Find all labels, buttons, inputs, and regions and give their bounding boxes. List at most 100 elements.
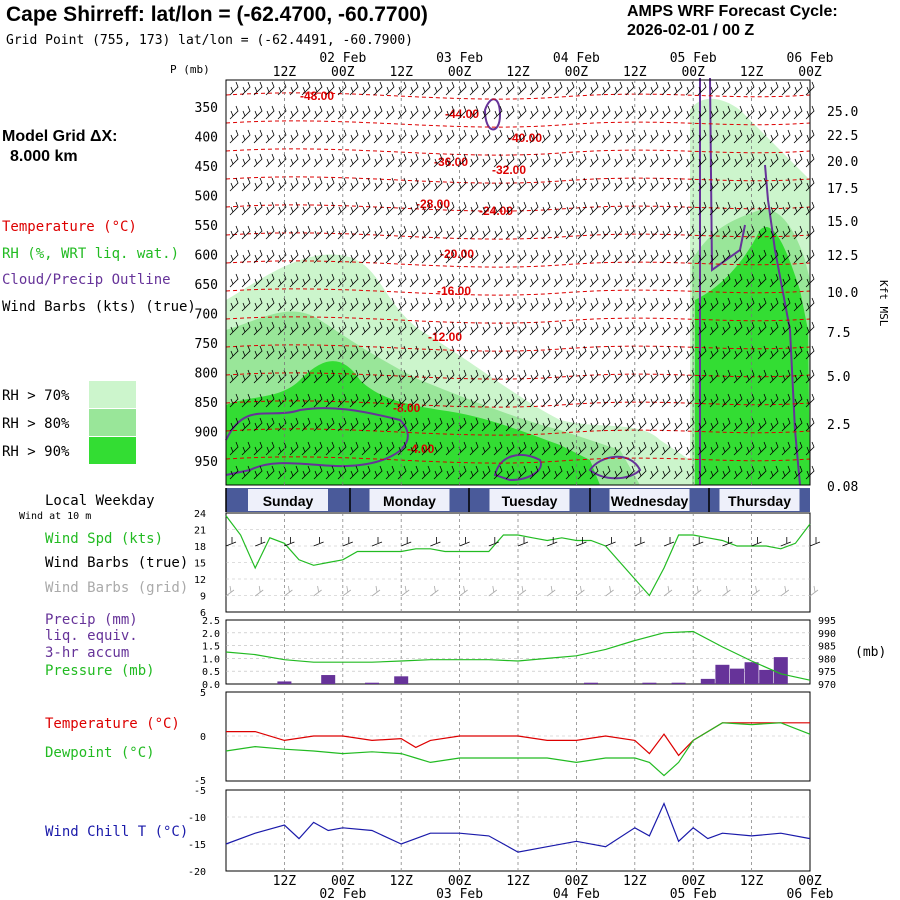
wind-chill-line bbox=[225, 801, 811, 853]
precip-bar bbox=[584, 682, 598, 684]
height-tick-label: 7.5 bbox=[827, 326, 850, 341]
isotherm-label: -40.00 bbox=[508, 131, 542, 145]
wind-speed-line bbox=[225, 515, 811, 597]
time-tick-label-bottom: 00Z bbox=[331, 874, 355, 889]
legend-precip-2: liq. equiv. bbox=[45, 628, 138, 644]
time-tick-label-bottom: 12Z bbox=[389, 874, 413, 889]
height-tick-label: 25.0 bbox=[827, 105, 858, 120]
height-tick-label: 5.0 bbox=[827, 370, 850, 385]
isotherm bbox=[225, 372, 811, 380]
legend-rh: RH (%, WRT liq. wat.) bbox=[2, 246, 179, 262]
wind-barb-grid bbox=[546, 585, 556, 597]
wind-barb-grid bbox=[576, 585, 585, 597]
temperature-tick-label: -5 bbox=[194, 776, 206, 787]
date-tick-label-bottom: 06 Feb bbox=[787, 887, 834, 900]
pressure-tick-label: 650 bbox=[195, 278, 218, 293]
model-grid-value: 8.000 km bbox=[10, 148, 78, 165]
wind-barb-true bbox=[430, 537, 441, 547]
legend-pressure: Pressure (mb) bbox=[45, 663, 155, 679]
time-tick-label: 00Z bbox=[331, 65, 355, 80]
wind-barb-true bbox=[488, 537, 499, 547]
time-tick-label-bottom: 00Z bbox=[681, 874, 705, 889]
wind-tick-label: 9 bbox=[200, 592, 206, 603]
wind-barb-grid bbox=[371, 585, 381, 597]
date-tick-label-bottom: 05 Feb bbox=[670, 887, 717, 900]
height-tick-label: 20.0 bbox=[827, 155, 858, 170]
precip-bar bbox=[773, 657, 788, 684]
precip-tick-label: 2.0 bbox=[202, 629, 220, 640]
date-tick-label-bottom: 02 Feb bbox=[319, 887, 366, 900]
wind-barb-true bbox=[547, 537, 558, 547]
wind-barb-grid bbox=[430, 585, 439, 597]
time-tick-label-bottom: 00Z bbox=[798, 874, 822, 889]
wind-barb-grid bbox=[751, 585, 760, 597]
pressure-tick-label: 700 bbox=[195, 308, 218, 323]
legend-rh90: RH > 90% bbox=[2, 444, 70, 460]
legend-wind-barbs: Wind Barbs (kts) (true) bbox=[2, 299, 196, 315]
legend-precip-3: 3-hr accum bbox=[45, 645, 129, 661]
pressure-tick-label: 400 bbox=[195, 131, 218, 146]
pressure-tick-label: 600 bbox=[195, 249, 218, 264]
isotherm-label: -12.00 bbox=[428, 330, 462, 344]
wind-barb-grid bbox=[342, 585, 352, 597]
pressure-tick-label: 985 bbox=[818, 642, 836, 653]
legend-wind-at: Wind at 10 m bbox=[19, 511, 91, 522]
wind-barb-grid bbox=[400, 585, 410, 597]
weekday-cell-bg bbox=[369, 489, 450, 511]
weekday-cell-bg bbox=[719, 489, 800, 511]
isotherm bbox=[225, 232, 811, 240]
wind-barbs bbox=[229, 81, 815, 480]
precip-bar bbox=[321, 675, 336, 684]
forecast-cycle-title: AMPS WRF Forecast Cycle: bbox=[627, 3, 838, 20]
wind-tick-label: 21 bbox=[194, 526, 206, 537]
time-tick-label: 12Z bbox=[506, 65, 530, 80]
time-tick-label-bottom: 00Z bbox=[565, 874, 589, 889]
wind-barb-true bbox=[342, 537, 353, 547]
cloud-outline-small-2 bbox=[588, 455, 642, 480]
isotherm bbox=[225, 400, 811, 408]
height-tick-label: 2.5 bbox=[827, 418, 850, 433]
isotherm bbox=[225, 120, 811, 128]
wind-barb-grid bbox=[780, 585, 790, 597]
grid-point-label: Grid Point (755, 173) lat/lon = (-62.449… bbox=[6, 33, 413, 48]
pressure-tick-label: 975 bbox=[818, 667, 836, 678]
date-tick-label: 03 Feb bbox=[436, 51, 483, 66]
legend-wind-barbs-grid: Wind Barbs (grid) bbox=[45, 580, 188, 596]
wind-barb-true bbox=[225, 537, 237, 547]
cloud-outline-upper bbox=[483, 98, 502, 131]
weekday-cell-bg bbox=[248, 489, 328, 511]
isotherm bbox=[225, 316, 811, 324]
precip-bar bbox=[365, 682, 379, 684]
time-tick-label-bottom: 00Z bbox=[448, 874, 472, 889]
isotherm bbox=[225, 92, 811, 100]
wind-barb-grid bbox=[634, 585, 644, 597]
pressure-tick-label: 970 bbox=[818, 680, 836, 691]
time-tick-label: 12Z bbox=[740, 65, 764, 80]
pressure-tick-label: 995 bbox=[818, 616, 836, 627]
date-tick-label: 06 Feb bbox=[787, 51, 834, 66]
isotherm-label: -32.00 bbox=[492, 163, 526, 177]
wind-barb-true bbox=[693, 537, 704, 547]
isotherm bbox=[225, 344, 811, 352]
wind-barb-true bbox=[605, 537, 616, 547]
time-tick-label-bottom: 12Z bbox=[623, 874, 647, 889]
page-title: Cape Shirreff: lat/lon = (-62.4700, -60.… bbox=[6, 3, 428, 26]
precip-bar bbox=[700, 678, 715, 684]
height-tick-label: 10.0 bbox=[827, 286, 858, 301]
pressure-tick-label: 850 bbox=[195, 396, 218, 411]
pressure-tick-label: 800 bbox=[195, 367, 218, 382]
pressure-line bbox=[225, 630, 811, 681]
isotherm bbox=[225, 428, 811, 436]
legend-swatch-rh90 bbox=[89, 437, 136, 464]
pressure-tick-label: 990 bbox=[818, 629, 836, 640]
wind-chill-tick-label: -10 bbox=[188, 813, 206, 824]
wind-barb-true bbox=[401, 537, 412, 547]
wind-barb-true bbox=[809, 537, 821, 547]
wind-barb-grid bbox=[225, 585, 235, 597]
precip-tick-label: 0.0 bbox=[202, 680, 220, 691]
isotherm bbox=[225, 288, 811, 296]
time-tick-label: 12Z bbox=[389, 65, 413, 80]
weekday-label: Tuesday bbox=[502, 493, 558, 509]
pressure-tick-label: 900 bbox=[195, 426, 218, 441]
